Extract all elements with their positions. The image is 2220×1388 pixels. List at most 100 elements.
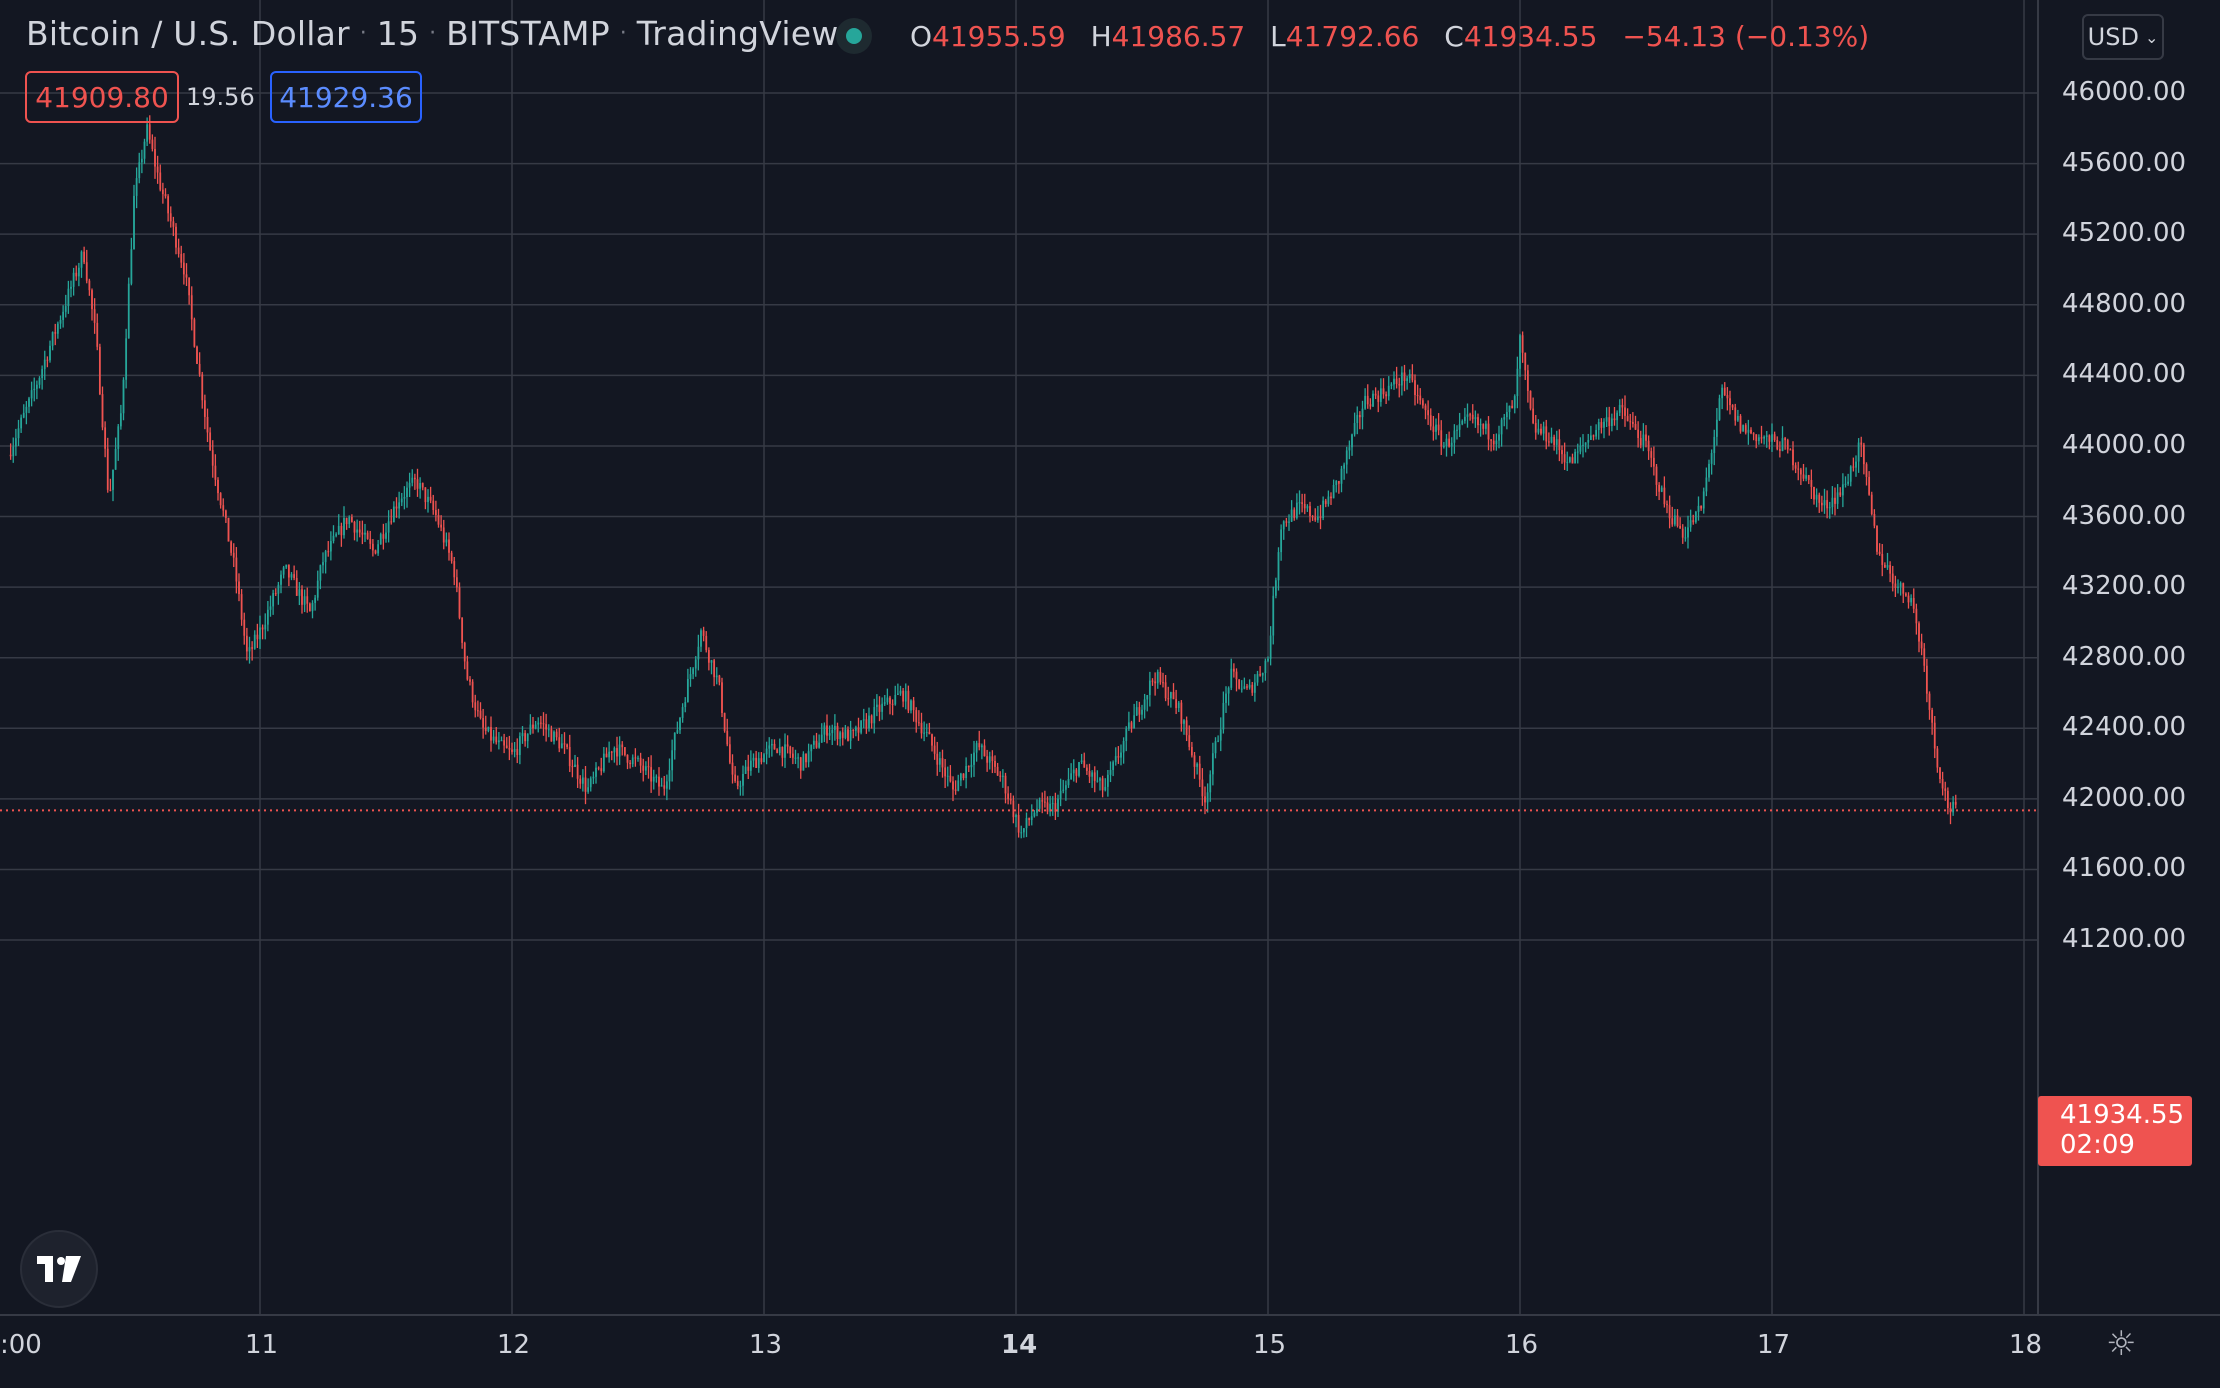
candle — [96, 313, 99, 351]
candle — [1540, 423, 1542, 436]
candle — [500, 736, 503, 742]
candle — [978, 730, 981, 751]
candle — [469, 676, 471, 686]
separator-dot: · — [619, 21, 627, 46]
candle — [1941, 771, 1944, 796]
candle — [1225, 686, 1227, 713]
price-tick-label: 41200.00 — [2062, 924, 2187, 955]
candle — [1755, 434, 1758, 449]
candle — [1169, 691, 1172, 708]
candle — [1482, 423, 1485, 435]
candle — [67, 280, 70, 314]
candle — [306, 587, 309, 613]
candle — [272, 589, 275, 615]
candle — [1781, 426, 1784, 452]
candle — [521, 726, 524, 744]
candle — [870, 714, 873, 729]
candle — [30, 381, 33, 407]
candle — [455, 569, 458, 593]
sell-button[interactable]: 41909.80 — [25, 71, 179, 123]
candle — [1432, 415, 1435, 441]
symbol-header[interactable]: Bitcoin / U.S. Dollar · 15 · BITSTAMP · … — [26, 14, 838, 53]
candle — [529, 714, 532, 735]
candle — [923, 721, 926, 742]
candle — [1529, 390, 1532, 411]
candle — [1799, 467, 1802, 485]
candle — [175, 223, 177, 255]
candle — [358, 520, 361, 538]
candle — [1563, 442, 1566, 470]
candle — [1146, 695, 1149, 712]
candle — [1666, 500, 1668, 514]
candle — [91, 288, 93, 321]
candle — [1589, 425, 1592, 441]
candle — [1624, 395, 1626, 427]
candle — [671, 739, 674, 782]
candle — [1807, 474, 1810, 485]
candle — [135, 167, 138, 209]
candle — [532, 716, 534, 734]
candle — [1647, 435, 1650, 460]
candle — [411, 469, 414, 487]
candle — [749, 750, 752, 776]
candle — [1784, 436, 1787, 450]
settings-sun-icon[interactable]: ☼ — [2106, 1324, 2137, 1364]
candle — [1849, 465, 1852, 487]
time-tick-label: 13 — [749, 1330, 783, 1360]
candle — [106, 437, 109, 493]
candle — [125, 328, 128, 389]
candle — [403, 486, 406, 510]
candle — [1558, 429, 1561, 462]
candle — [1272, 586, 1275, 645]
candle — [437, 508, 440, 528]
candle — [440, 515, 443, 532]
interval-label[interactable]: 15 — [376, 14, 420, 53]
candle — [43, 350, 46, 380]
symbol-name[interactable]: Bitcoin / U.S. Dollar — [26, 14, 350, 53]
candle — [610, 750, 613, 761]
candle — [1463, 408, 1466, 424]
price-tick-label: 42400.00 — [2062, 712, 2187, 743]
candle — [1217, 735, 1220, 743]
candle — [329, 531, 332, 561]
candle — [1797, 461, 1800, 481]
candle — [794, 749, 797, 764]
candle — [1910, 594, 1913, 606]
candle — [697, 634, 700, 671]
candle — [896, 683, 899, 695]
currency-select[interactable]: USD ⌄ — [2082, 14, 2164, 60]
candle — [1868, 471, 1871, 496]
candle — [1915, 603, 1918, 635]
candle — [710, 659, 713, 675]
candle — [56, 321, 59, 339]
buy-button[interactable]: 41929.36 — [270, 71, 422, 123]
market-open-dot-icon[interactable] — [836, 18, 872, 54]
candle — [17, 419, 20, 447]
candle — [938, 751, 941, 772]
tradingview-logo-icon[interactable] — [20, 1230, 98, 1308]
candle — [248, 636, 251, 664]
candle — [1057, 794, 1059, 818]
candle — [1870, 491, 1873, 516]
candle — [849, 720, 852, 749]
close-value: 41934.55 — [1463, 20, 1598, 53]
candle — [860, 720, 863, 735]
candle — [1802, 463, 1805, 482]
candle — [1705, 467, 1708, 497]
candle — [1513, 394, 1516, 414]
candle — [1453, 424, 1456, 454]
candle — [1421, 398, 1424, 409]
candle — [789, 745, 792, 759]
bar-countdown: 02:09 — [2060, 1130, 2135, 1160]
candle — [1251, 681, 1254, 696]
candle — [327, 541, 330, 557]
candle — [917, 710, 920, 727]
candle — [311, 600, 314, 619]
candle — [1180, 700, 1183, 732]
candle — [773, 739, 776, 750]
candle — [1450, 437, 1453, 457]
candle — [973, 740, 975, 777]
candle — [1440, 420, 1443, 456]
candle — [390, 509, 393, 525]
